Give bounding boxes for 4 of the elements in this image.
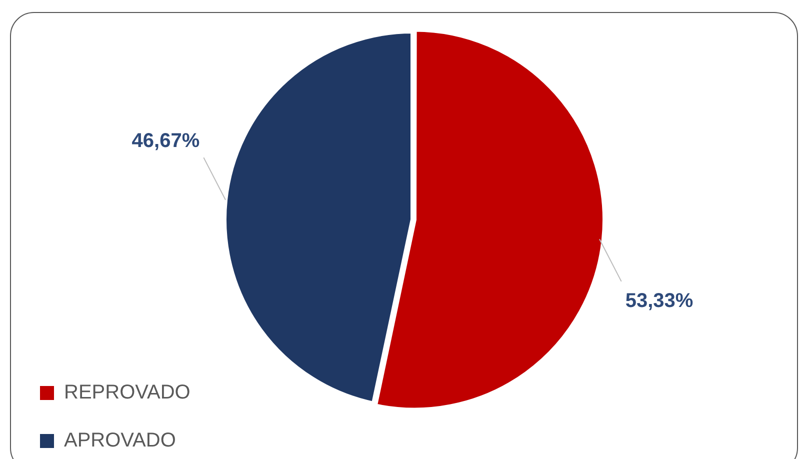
data-label: 46,67% [132, 130, 200, 152]
legend-label: REPROVADO [64, 382, 190, 404]
data-label: 53,33% [625, 290, 694, 312]
legend-label: APROVADO [64, 430, 176, 452]
